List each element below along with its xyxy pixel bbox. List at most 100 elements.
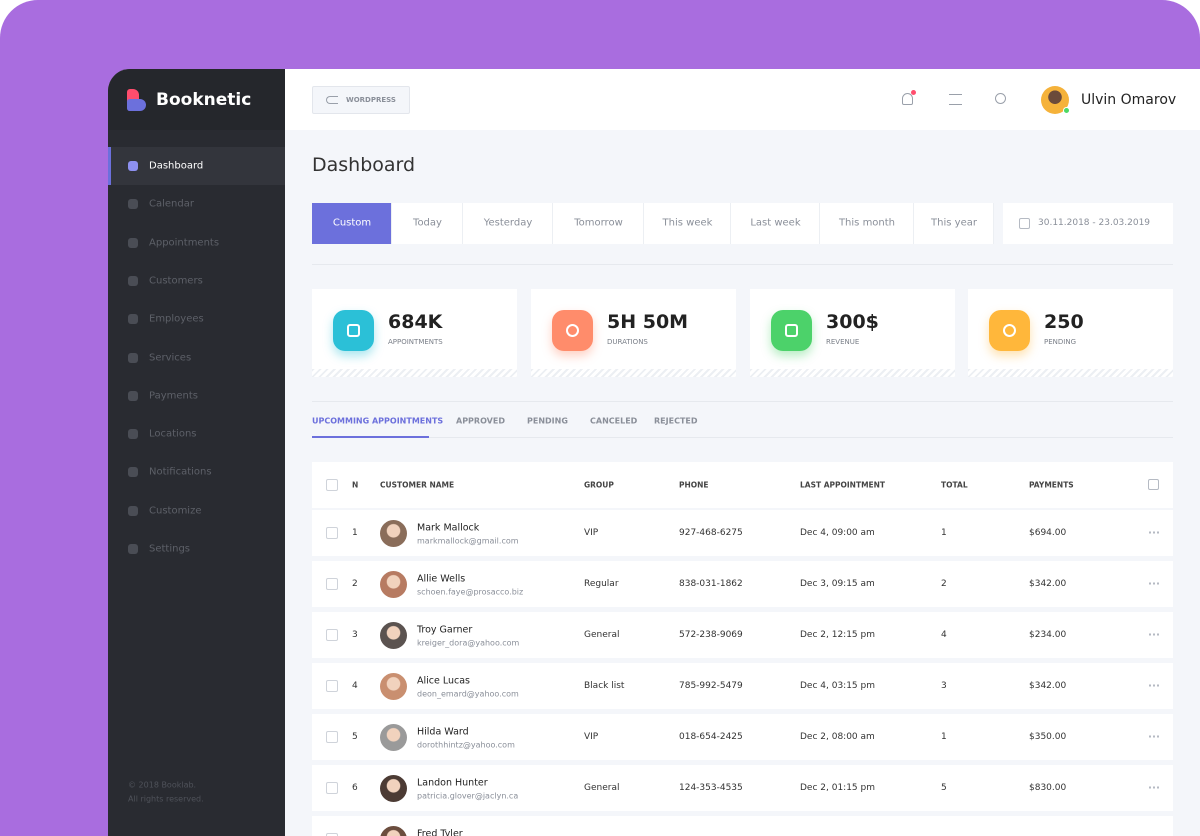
cell-email: markmallock@gmail.com — [417, 536, 519, 546]
avatar — [380, 520, 407, 547]
user-name[interactable]: Ulvin Omarov — [1081, 92, 1177, 108]
page-title: Dashboard — [312, 154, 416, 176]
menu-icon — [128, 314, 138, 325]
menu-item[interactable]: Locations — [149, 428, 197, 440]
row-number: 4 — [352, 681, 358, 691]
search-icon[interactable] — [995, 93, 1006, 104]
menu-icon — [128, 237, 138, 248]
menu-icon — [128, 390, 138, 401]
menu-item[interactable]: Appointments — [149, 237, 220, 249]
filter-option[interactable] — [312, 203, 392, 244]
cell-payment: $350.00 — [1029, 732, 1067, 742]
stat-icon — [333, 310, 374, 351]
filter-label[interactable]: This month — [838, 217, 896, 229]
filter-option[interactable] — [392, 203, 463, 244]
menu-item[interactable]: Notifications — [149, 466, 212, 478]
stat-value: 250 — [1044, 311, 1084, 333]
bell-icon[interactable] — [902, 93, 913, 105]
checkbox[interactable] — [326, 731, 338, 743]
cell-email: deon_emard@yahoo.com — [417, 689, 519, 699]
column-header[interactable]: CUSTOMER NAME — [380, 480, 455, 490]
menu-item[interactable]: Settings — [149, 543, 191, 555]
row-menu[interactable] — [1148, 786, 1160, 789]
menu-icon — [128, 161, 138, 171]
cell-last: Dec 4, 09:00 am — [800, 528, 875, 538]
menu-active-bar — [108, 147, 111, 185]
filter-label[interactable]: Last week — [750, 217, 801, 229]
checkbox[interactable] — [326, 629, 338, 641]
tab[interactable]: APPROVED — [456, 416, 505, 426]
tab[interactable]: CANCELED — [590, 416, 638, 426]
checkbox[interactable] — [326, 479, 338, 491]
filter-option[interactable] — [914, 203, 994, 244]
wordpress-button[interactable] — [312, 86, 410, 114]
filter-label[interactable]: Today — [413, 217, 442, 229]
menu-item[interactable]: Dashboard — [149, 160, 204, 172]
filter-icon[interactable] — [949, 94, 962, 105]
menu-item[interactable]: Services — [149, 352, 192, 363]
table-row — [312, 510, 1173, 556]
column-header[interactable]: TOTAL — [941, 480, 968, 490]
column-header[interactable]: LAST APPOINTMENT — [800, 480, 886, 490]
filter-label[interactable]: Yesterday — [483, 217, 533, 229]
wordpress-label[interactable]: WORDPRESS — [346, 96, 396, 104]
column-header[interactable]: PHONE — [679, 480, 709, 490]
menu-icon — [128, 275, 138, 286]
tab[interactable]: REJECTED — [654, 416, 698, 426]
filter-option[interactable] — [644, 203, 731, 244]
filter-option[interactable] — [820, 203, 914, 244]
divider — [312, 401, 1173, 402]
cell-email: kreiger_dora@yahoo.com — [417, 638, 520, 648]
cell-total: 5 — [941, 783, 947, 793]
tab[interactable]: UPCOMMING APPOINTMENTS — [312, 416, 444, 426]
row-menu[interactable] — [1148, 633, 1160, 636]
date-box[interactable] — [1003, 203, 1173, 244]
checkbox[interactable] — [326, 527, 338, 539]
menu-item[interactable]: Customize — [149, 505, 202, 517]
table-row — [312, 663, 1173, 709]
bell-dot — [911, 90, 916, 95]
menu-item[interactable]: Employees — [149, 313, 204, 325]
row-menu[interactable] — [1148, 735, 1160, 738]
cell-name: Hilda Ward — [417, 726, 469, 738]
filter-label[interactable]: Tomorrow — [574, 217, 623, 229]
filter-label[interactable]: Custom — [332, 217, 372, 229]
row-menu[interactable] — [1148, 531, 1160, 534]
cell-last: Dec 4, 03:15 pm — [800, 681, 876, 691]
menu-item[interactable]: Customers — [149, 275, 203, 287]
table-row — [312, 612, 1173, 658]
cell-email: schoen.faye@prosacco.biz — [417, 587, 524, 597]
row-menu[interactable] — [1148, 582, 1160, 585]
filter-label[interactable]: This week — [662, 217, 713, 229]
menu-item[interactable]: Calendar — [149, 198, 194, 210]
menu-item[interactable]: Payments — [149, 390, 198, 402]
filter-option[interactable] — [553, 203, 644, 244]
stat-icon — [771, 310, 812, 351]
checkbox[interactable] — [326, 578, 338, 590]
row-number: 5 — [352, 732, 358, 742]
filter-option[interactable] — [463, 203, 553, 244]
table-row — [312, 816, 1173, 836]
column-header[interactable]: GROUP — [584, 480, 614, 490]
table-row — [312, 561, 1173, 607]
row-menu[interactable] — [1148, 684, 1160, 687]
cell-group: General — [584, 783, 620, 793]
checkbox[interactable] — [326, 680, 338, 692]
date-range[interactable]: 30.11.2018 - 23.03.2019 — [1038, 218, 1151, 228]
stat-hatch — [968, 369, 1173, 377]
cell-email: dorothhintz@yahoo.com — [417, 740, 515, 750]
export-icon[interactable] — [1148, 479, 1159, 490]
brand-name: Booknetic — [156, 90, 252, 110]
cell-phone: 927-468-6275 — [679, 528, 743, 538]
stat-hatch — [531, 369, 736, 377]
avatar — [380, 622, 407, 649]
column-header[interactable]: N — [352, 480, 359, 490]
checkbox[interactable] — [326, 833, 338, 836]
column-header[interactable]: PAYMENTS — [1029, 480, 1074, 490]
checkbox[interactable] — [326, 782, 338, 794]
filter-option[interactable] — [731, 203, 820, 244]
filter-label[interactable]: This year — [931, 217, 977, 229]
tab-divider — [312, 437, 1173, 438]
tab[interactable]: PENDING — [527, 416, 568, 426]
row-number: 6 — [352, 783, 358, 793]
